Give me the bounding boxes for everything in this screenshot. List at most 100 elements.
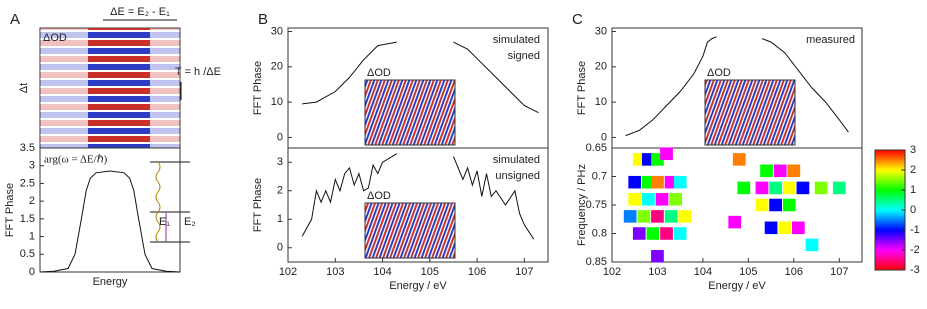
phase-cell	[737, 181, 751, 195]
colorbar-step	[875, 267, 905, 271]
annotation: E₂	[184, 216, 196, 228]
y-tick-label: 10	[271, 96, 283, 108]
inset-image	[364, 79, 456, 146]
phase-cell	[728, 215, 742, 229]
colorbar-step	[875, 219, 905, 223]
phase-cell	[755, 198, 769, 212]
phase-cell	[623, 210, 637, 223]
y-tick-label: 1.5	[20, 213, 35, 225]
y-tick-label: 3	[277, 156, 283, 168]
phase-cell	[669, 193, 682, 206]
y-tick-label: 0	[29, 266, 35, 278]
colorbar-step	[875, 231, 905, 235]
colorbar-step	[875, 151, 905, 155]
colorbar-step	[875, 205, 905, 209]
colorbar-step	[875, 163, 905, 167]
annotation: E₁	[159, 216, 170, 228]
colorbar-step	[875, 217, 905, 221]
annotation: simulated	[493, 34, 540, 46]
phase-cell	[778, 221, 792, 235]
plot-frame	[39, 147, 181, 273]
colorbar-step	[875, 211, 905, 215]
y-tick-label: 2	[29, 195, 35, 207]
colorbar-step	[875, 159, 905, 163]
colorbar-label: 0	[910, 204, 916, 216]
y-axis-label: FFT Phase	[252, 178, 264, 232]
y-tick-label: 2.5	[20, 177, 35, 189]
annotation: simulated	[493, 154, 540, 166]
phase-cell	[673, 175, 687, 189]
inset-label: ΔOD	[367, 67, 391, 79]
colorbar-step	[875, 155, 905, 159]
phase-cell	[782, 181, 796, 195]
colorbar-step	[875, 179, 905, 183]
annotation: unsigned	[495, 170, 540, 182]
colorbar-step	[875, 221, 905, 225]
colorbar-step	[875, 215, 905, 219]
phase-cell	[755, 181, 769, 195]
colorbar-step	[875, 183, 905, 187]
annotation: signed	[508, 50, 540, 62]
inset-image	[704, 79, 796, 146]
colorbar-step	[875, 253, 905, 257]
colorbar-label: 2	[910, 164, 916, 176]
phase-cell	[660, 147, 673, 160]
phase-cell	[637, 210, 651, 223]
colorbar-step	[875, 209, 905, 213]
data-line	[301, 153, 535, 240]
phase-cell	[632, 227, 646, 240]
y-tick-label: 0	[277, 242, 283, 254]
plot-frame	[287, 147, 549, 263]
phase-cell	[651, 210, 664, 223]
colorbar-step	[875, 165, 905, 169]
x-tick-label: 102	[279, 266, 297, 278]
y-axis-label: FFT Phase	[252, 61, 264, 115]
phase-cell	[769, 181, 782, 195]
y-tick-label: 2	[277, 185, 283, 197]
colorbar-step	[875, 249, 905, 253]
x-tick-label: 106	[785, 266, 803, 278]
y-tick-label: 30	[595, 25, 607, 37]
y-tick-label: 0	[601, 131, 607, 143]
colorbar-label: 1	[910, 184, 916, 196]
colorbar-label: -1	[910, 224, 920, 236]
y-tick-label: 0.65	[586, 142, 607, 154]
data-line	[39, 170, 181, 273]
phase-cell	[769, 198, 782, 212]
phase-cell	[628, 193, 642, 206]
x-tick-label: 107	[515, 266, 533, 278]
colorbar-step	[875, 213, 905, 217]
colorbar-step	[875, 203, 905, 207]
colorbar-step	[875, 153, 905, 157]
data-line	[625, 36, 849, 137]
inset-image	[364, 202, 456, 259]
heatmap-core	[88, 28, 150, 148]
phase-cell	[646, 227, 660, 240]
phase-cell	[796, 181, 810, 195]
y-tick-label: 30	[271, 25, 283, 37]
y-tick-label: 0.5	[20, 248, 35, 260]
colorbar-label: 3	[910, 144, 916, 156]
phase-cell	[678, 210, 692, 223]
colorbar-step	[875, 171, 905, 175]
colorbar-step	[875, 227, 905, 231]
colorbar-step	[875, 149, 905, 153]
x-tick-label: 103	[648, 266, 666, 278]
colorbar-step	[875, 201, 905, 205]
inset-label: ΔOD	[367, 190, 391, 202]
colorbar-step	[875, 255, 905, 259]
colorbar-label: -3	[910, 264, 920, 276]
colorbar-step	[875, 235, 905, 239]
x-tick-label: 104	[373, 266, 391, 278]
colorbar-step	[875, 157, 905, 161]
colorbar-step	[875, 161, 905, 165]
colorbar-step	[875, 195, 905, 199]
colorbar-step	[875, 241, 905, 245]
colorbar-step	[875, 181, 905, 185]
x-tick-label: 107	[830, 266, 848, 278]
y-axis-label: FFT Phase	[4, 183, 16, 237]
colorbar-step	[875, 243, 905, 247]
x-tick-label: 106	[468, 266, 486, 278]
phase-cell	[655, 193, 669, 206]
